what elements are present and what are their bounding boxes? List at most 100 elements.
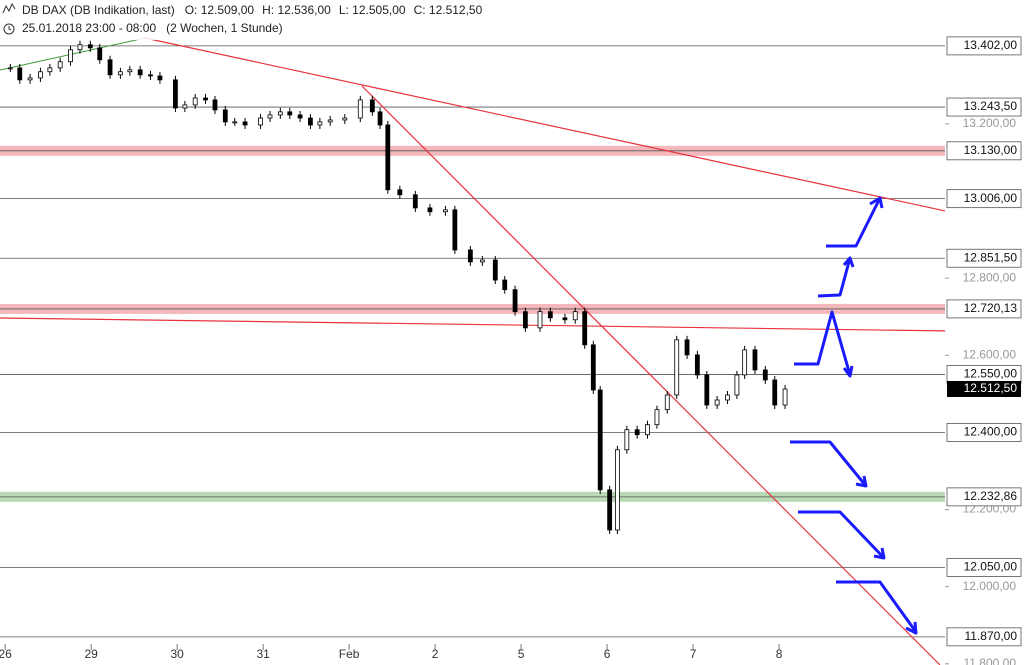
x-tick-label: 31: [256, 647, 270, 661]
arrow-head: [905, 621, 918, 635]
candle-body: [522, 311, 528, 329]
level-label: 13.243,50: [964, 99, 1018, 113]
candle-body: [654, 409, 660, 426]
arrow: [836, 580, 918, 633]
arrow-head: [873, 547, 886, 560]
candle-body: [502, 279, 508, 291]
x-tick-label: Feb: [339, 647, 360, 661]
header-line: 25.01.2018 23:00 - 08:00 (2 Wochen, 1 Stu…: [22, 21, 283, 35]
x-tick-label: 29: [84, 647, 98, 661]
level-label-box: [946, 627, 1022, 647]
candle-body: [7, 67, 13, 70]
level-label: 13.402,00: [964, 38, 1018, 52]
candle-body: [562, 317, 568, 321]
x-tick-label: 5: [518, 647, 525, 661]
candle-body: [97, 47, 103, 61]
arrow-head: [842, 256, 855, 268]
candle-body: [694, 354, 700, 376]
candle-body: [597, 389, 603, 491]
candles: [7, 40, 788, 534]
x-tick-label: 6: [604, 647, 611, 661]
arrow: [794, 310, 852, 376]
candle-body: [137, 69, 143, 76]
candle-body: [492, 259, 498, 281]
level-label: 12.851,50: [964, 250, 1018, 264]
level-label: 12.550,00: [964, 367, 1018, 381]
candle-body: [182, 104, 188, 109]
level-label-box: [946, 189, 1022, 209]
x-tick-label: 7: [690, 647, 697, 661]
candle-body: [342, 117, 348, 121]
y-tick-label: 12.000,00: [963, 579, 1017, 593]
candle-body: [148, 74, 153, 77]
chart-icon: [2, 2, 16, 14]
candle-body: [317, 121, 323, 126]
quote: H: 12.536,00: [262, 3, 331, 17]
candle-body: [287, 111, 293, 116]
level-label-box: [946, 36, 1022, 56]
level-label-box: [946, 97, 1022, 117]
trend-line: [0, 317, 1024, 333]
level-label-box: [946, 487, 1022, 507]
candle-body: [308, 117, 313, 126]
candle-body: [734, 374, 740, 396]
level-label-box: [946, 248, 1022, 268]
arrow-head: [855, 475, 868, 488]
candle-body: [572, 311, 578, 321]
candle-body: [590, 344, 596, 391]
candle-body: [47, 67, 53, 73]
candle-body: [192, 97, 198, 106]
icon: [2, 2, 16, 35]
candle-body: [327, 119, 333, 123]
last-price-label: 12.512,50: [964, 381, 1018, 395]
period: 25.01.2018 23:00 - 08:00: [22, 21, 156, 35]
candle-body: [107, 59, 113, 76]
candle-body: [443, 209, 448, 213]
candle-body: [547, 311, 553, 319]
candle-body: [17, 67, 23, 81]
candle-body: [607, 489, 613, 531]
candle-body: [467, 249, 473, 263]
y-tick-label: 11.800,00: [964, 656, 1017, 665]
arrow-head: [842, 365, 854, 378]
candle-body: [427, 207, 433, 213]
candle-body: [725, 394, 730, 401]
candle-body: [87, 44, 93, 49]
candle-body: [772, 379, 778, 406]
arrow: [798, 510, 886, 560]
y-tick-label: 12.800,00: [963, 270, 1017, 284]
candle-body: [38, 71, 43, 79]
level-label: 12.232,86: [964, 489, 1018, 503]
header-bg: [0, 0, 560, 40]
level-label-box: [946, 141, 1022, 161]
arrow: [790, 440, 868, 487]
candle-body: [232, 121, 238, 124]
level-label: 12.050,00: [964, 560, 1018, 574]
level-label: 13.006,00: [964, 191, 1018, 205]
candle-body: [258, 117, 263, 126]
level-label: 11.870,00: [965, 629, 1018, 643]
candle-body: [537, 311, 543, 329]
level-label-box: [946, 558, 1022, 577]
candle-body: [479, 259, 485, 263]
x-tick-label: 30: [170, 647, 184, 661]
arrow: [817, 257, 852, 298]
candle-body: [397, 189, 403, 196]
candle-body: [203, 97, 208, 101]
candle-body: [664, 394, 670, 411]
level-label-box: [946, 423, 1022, 442]
candle-body: [77, 44, 83, 51]
candle-body: [267, 114, 273, 119]
candle-body: [684, 339, 690, 356]
x-tick-label: 2: [432, 647, 439, 661]
quote: L: 12.505,00: [339, 3, 406, 17]
level-label: 12.400,00: [964, 425, 1018, 439]
candle-body: [412, 194, 418, 209]
candle-body: [369, 99, 375, 113]
interval: (2 Wochen, 1 Stunde): [166, 21, 283, 35]
instrument: DB DAX (DB Indikation, last): [22, 3, 175, 17]
